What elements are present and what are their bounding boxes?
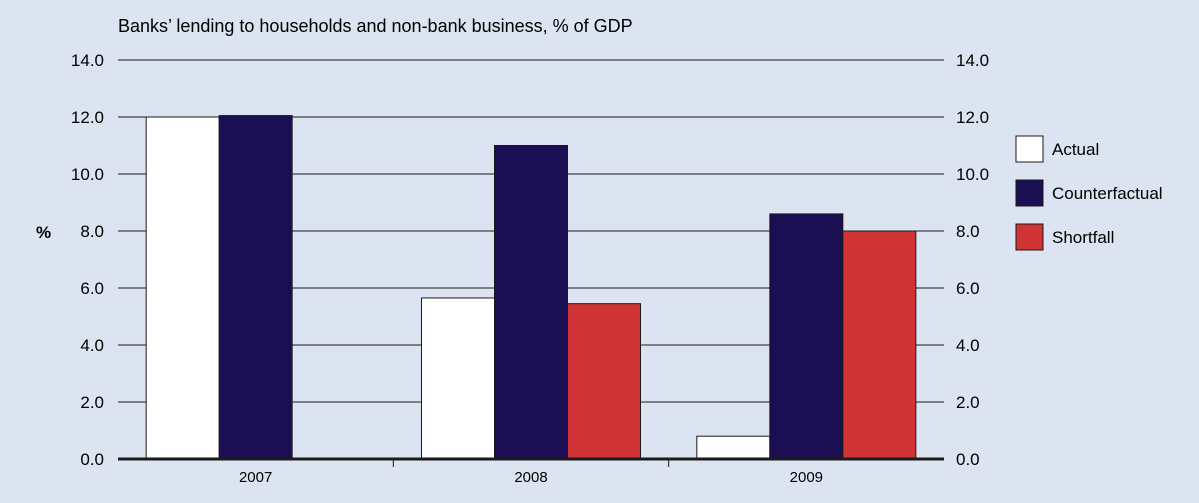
bar-counterfactual-2008 — [494, 145, 568, 460]
y-tick-label-left: 0.0 — [80, 450, 104, 469]
y-axis-label: % — [36, 223, 51, 242]
bar-actual-2009 — [696, 435, 771, 460]
bar-actual-2007 — [145, 116, 220, 460]
y-tick-label-right: 10.0 — [956, 165, 989, 184]
y-tick-label-right: 12.0 — [956, 108, 989, 127]
y-axis-left: 0.0 2.0 4.0 6.0 8.0 10.0 12.0 14.0 — [71, 51, 104, 469]
y-tick-label-left: 10.0 — [71, 165, 104, 184]
chart-subtitle: Banks’ lending to households and non-ban… — [118, 16, 633, 36]
bar-counterfactual-2007 — [218, 115, 293, 460]
bar-shortfall-2009 — [842, 230, 917, 460]
bar-shortfall-2008 — [567, 303, 641, 460]
y-tick-label-right: 4.0 — [956, 336, 980, 355]
y-tick-label-left: 8.0 — [80, 222, 104, 241]
legend-label-counterfactual: Counterfactual — [1052, 184, 1163, 203]
y-tick-label-right: 6.0 — [956, 279, 980, 298]
legend-label-shortfall: Shortfall — [1052, 228, 1114, 247]
legend-swatch-shortfall — [1015, 223, 1044, 251]
y-tick-label-left: 4.0 — [80, 336, 104, 355]
x-tick-label: 2009 — [790, 469, 823, 486]
y-tick-label-left: 2.0 — [80, 393, 104, 412]
y-tick-label-right: 8.0 — [956, 222, 980, 241]
bars — [145, 115, 917, 460]
y-tick-label-left: 6.0 — [80, 279, 104, 298]
y-tick-label-left: 14.0 — [71, 51, 104, 70]
x-axis: 2007 2008 2009 — [118, 457, 944, 486]
bar-counterfactual-2009 — [769, 213, 844, 460]
legend: Actual Counterfactual Shortfall — [1015, 135, 1163, 251]
x-tick-label: 2008 — [514, 469, 547, 486]
legend-swatch-counterfactual — [1015, 179, 1044, 207]
y-tick-label-right: 0.0 — [956, 450, 980, 469]
bar-actual-2008 — [421, 297, 495, 460]
y-tick-label-left: 12.0 — [71, 108, 104, 127]
y-tick-label-right: 14.0 — [956, 51, 989, 70]
legend-swatch-actual — [1015, 135, 1044, 163]
legend-label-actual: Actual — [1052, 140, 1099, 159]
y-tick-label-right: 2.0 — [956, 393, 980, 412]
x-tick-label: 2007 — [239, 469, 272, 486]
y-axis-right: 0.0 2.0 4.0 6.0 8.0 10.0 12.0 14.0 — [956, 51, 989, 469]
